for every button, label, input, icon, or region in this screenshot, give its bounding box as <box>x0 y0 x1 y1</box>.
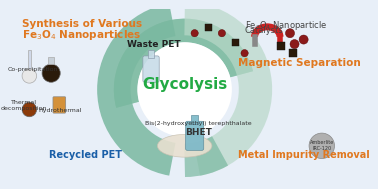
Wedge shape <box>114 19 253 108</box>
Circle shape <box>241 50 248 57</box>
FancyBboxPatch shape <box>148 50 154 58</box>
Circle shape <box>138 42 232 137</box>
FancyBboxPatch shape <box>13 9 356 180</box>
FancyBboxPatch shape <box>289 49 297 57</box>
Circle shape <box>22 102 37 117</box>
Circle shape <box>22 69 37 83</box>
FancyBboxPatch shape <box>186 121 204 150</box>
Circle shape <box>290 40 299 49</box>
Ellipse shape <box>157 134 212 157</box>
Text: Glycolysis: Glycolysis <box>142 77 227 92</box>
Circle shape <box>218 29 226 37</box>
FancyBboxPatch shape <box>192 115 198 124</box>
FancyBboxPatch shape <box>48 57 54 64</box>
Circle shape <box>285 29 294 38</box>
FancyBboxPatch shape <box>204 24 212 31</box>
Text: Synthesis of Various: Synthesis of Various <box>22 19 142 29</box>
Text: Hydrothermal: Hydrothermal <box>39 108 82 113</box>
FancyBboxPatch shape <box>277 42 285 50</box>
Text: Co-precipitation: Co-precipitation <box>8 67 58 72</box>
FancyBboxPatch shape <box>232 39 239 46</box>
Circle shape <box>309 133 335 159</box>
FancyBboxPatch shape <box>28 50 31 69</box>
Circle shape <box>191 29 198 37</box>
Text: Fe$_3$O$_4$ Nanoparticle: Fe$_3$O$_4$ Nanoparticle <box>245 19 327 32</box>
Text: BHET: BHET <box>185 128 212 137</box>
Text: Fe$_3$O$_4$ Nanoparticles: Fe$_3$O$_4$ Nanoparticles <box>22 28 141 42</box>
Text: Amberlite
IRC-120: Amberlite IRC-120 <box>310 140 334 151</box>
Circle shape <box>42 64 60 82</box>
Text: Metal Impurity Removal: Metal Impurity Removal <box>238 150 370 160</box>
Circle shape <box>299 35 308 44</box>
FancyBboxPatch shape <box>143 56 159 82</box>
Circle shape <box>139 44 230 135</box>
FancyBboxPatch shape <box>53 97 66 113</box>
Text: Magnetic Separation: Magnetic Separation <box>238 58 361 68</box>
Text: Bis(2-hydroxyethyl) terephthalate: Bis(2-hydroxyethyl) terephthalate <box>145 121 252 126</box>
Wedge shape <box>114 19 253 108</box>
Text: Recycled PET: Recycled PET <box>49 150 122 160</box>
Text: Catalysts: Catalysts <box>245 26 284 35</box>
Text: Thermal
decomposition: Thermal decomposition <box>1 100 47 111</box>
Text: Waste PET: Waste PET <box>127 40 181 49</box>
